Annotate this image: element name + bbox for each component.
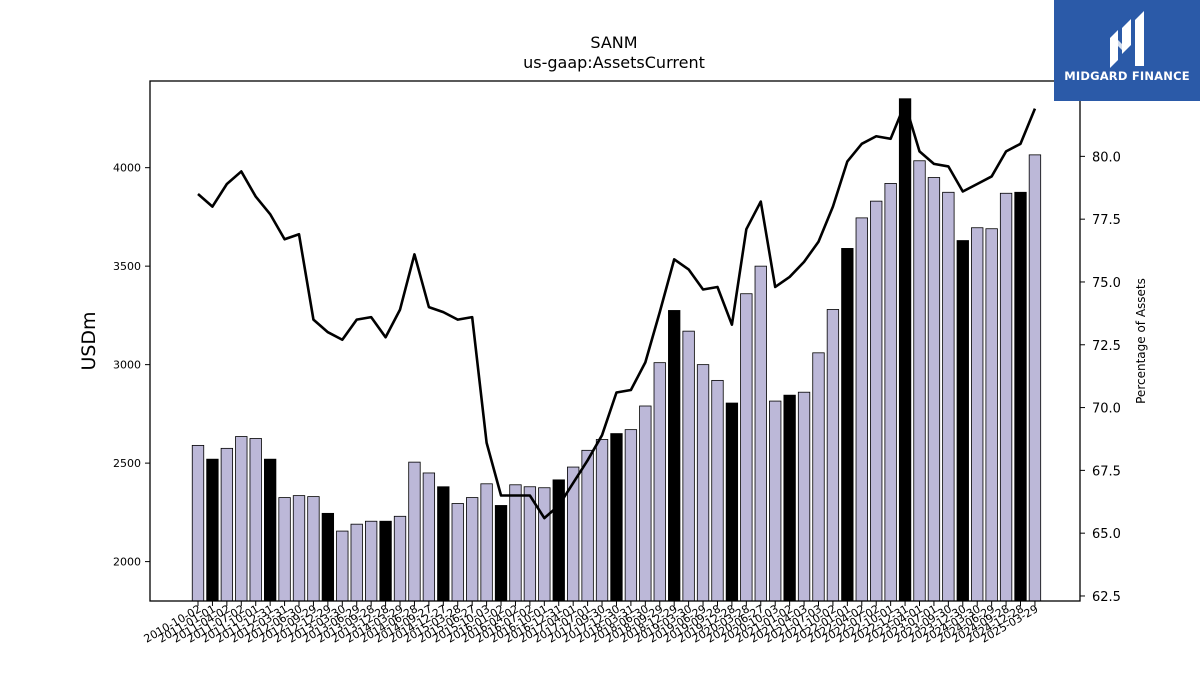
brand-name: MIDGARD FINANCE <box>1064 69 1190 83</box>
bar-2010-10-02 <box>191 444 205 602</box>
bar-2023-07-01 <box>927 177 941 602</box>
y2-tick-label: 80.0 <box>1092 150 1121 165</box>
bar-2014-06-28 <box>408 461 421 602</box>
bar-2022-04-02 <box>855 217 868 602</box>
bar-2013-06-29 <box>350 523 363 602</box>
midgard-m-logo-icon <box>1110 11 1144 68</box>
bar-2019-03-30 <box>682 330 695 602</box>
y2-tick-label: 75.0 <box>1092 276 1121 291</box>
y2-tick-label: 62.5 <box>1092 590 1121 605</box>
y2-tick-label: 70.0 <box>1092 402 1121 417</box>
bar-2011-04-02 <box>220 447 234 602</box>
bar-2011-10-01 <box>249 438 262 602</box>
bar-2014-03-29 <box>393 515 407 602</box>
bar-2024-09-28 <box>999 192 1013 602</box>
bar-2023-04-01 <box>913 160 926 602</box>
bar-2019-12-28 <box>725 402 739 602</box>
y-tick-label: 3000 <box>113 359 141 372</box>
bar-2012-12-29 <box>321 512 335 602</box>
bar-series <box>191 98 1042 602</box>
bar-2015-06-27 <box>466 497 479 602</box>
right-axis: 62.5 65.0 67.5 70.0 72.5 75.0 77.5 80.0 <box>1080 150 1121 605</box>
bar-2013-12-28 <box>379 520 392 602</box>
bar-2012-03-31 <box>278 497 291 602</box>
y-tick-label: 3500 <box>113 260 141 273</box>
bar-2011-12-31 <box>263 458 277 602</box>
bar-2018-03-31 <box>624 429 638 602</box>
bar-2019-09-28 <box>711 379 724 602</box>
x-axis: 2010-10-022011-01-012011-04-022011-07-02… <box>142 601 1040 646</box>
percentage-line <box>197 102 1037 520</box>
bar-2022-12-31 <box>898 98 912 602</box>
y-axis-label: USDm <box>78 311 100 370</box>
bar-2020-10-03 <box>769 400 782 602</box>
bar-2018-09-29 <box>653 362 666 602</box>
bar-2021-07-03 <box>812 352 825 602</box>
bar-2017-09-30 <box>595 439 609 602</box>
bar-2021-10-02 <box>826 309 840 602</box>
bar-2022-07-02 <box>870 200 883 602</box>
bar-2016-01-02 <box>494 505 508 602</box>
y2-tick-label: 72.5 <box>1092 339 1121 354</box>
bar-2014-12-27 <box>437 486 450 602</box>
bar-2011-07-02 <box>235 436 248 602</box>
chart-title: SANM <box>590 33 637 52</box>
bar-2015-10-03 <box>480 483 493 602</box>
bar-2019-06-29 <box>696 364 710 602</box>
y2-axis-label: Percentage of Assets <box>1134 278 1148 404</box>
y-tick-label: 2000 <box>113 556 141 569</box>
y2-tick-label: 65.0 <box>1092 527 1121 542</box>
bar-2016-04-02 <box>509 484 522 602</box>
bar-2017-12-30 <box>610 433 623 602</box>
bar-2016-10-01 <box>538 487 551 602</box>
bar-2012-06-30 <box>292 495 306 602</box>
chart-subtitle: us-gaap:AssetsCurrent <box>523 53 705 72</box>
bar-2020-03-28 <box>740 293 753 602</box>
bar-2012-09-29 <box>307 496 320 602</box>
bar-2021-01-02 <box>783 394 796 602</box>
bar-2024-12-28 <box>1014 191 1027 602</box>
bar-2013-09-28 <box>365 520 378 602</box>
bar-2011-01-01 <box>206 458 219 602</box>
bar-2014-09-27 <box>422 472 436 602</box>
bar-2013-03-30 <box>336 530 349 602</box>
y-tick-label: 2500 <box>113 457 141 470</box>
bar-2018-12-29 <box>668 310 681 602</box>
bar-2018-06-30 <box>639 405 652 602</box>
bar-2024-06-29 <box>985 228 998 602</box>
bar-2017-07-01 <box>581 449 594 602</box>
left-axis: 2000 2500 3000 3500 4000 <box>113 162 150 569</box>
y2-tick-label: 67.5 <box>1092 464 1121 479</box>
bar-2022-10-01 <box>884 183 897 602</box>
plot-frame <box>149 80 1081 602</box>
y2-tick-label: 77.5 <box>1092 213 1121 228</box>
bar-2015-03-28 <box>451 503 464 602</box>
y-tick-label: 4000 <box>113 162 141 175</box>
bar-2023-12-30 <box>956 240 969 602</box>
brand-logo: MIDGARD FINANCE <box>1054 0 1200 101</box>
bar-2020-06-27 <box>754 265 767 602</box>
bar-2021-04-03 <box>797 391 811 602</box>
bar-2025-03-29 <box>1028 154 1042 602</box>
bar-2022-01-01 <box>841 248 854 602</box>
bar-2024-03-30 <box>971 227 984 602</box>
bar-2023-09-30 <box>942 191 955 602</box>
